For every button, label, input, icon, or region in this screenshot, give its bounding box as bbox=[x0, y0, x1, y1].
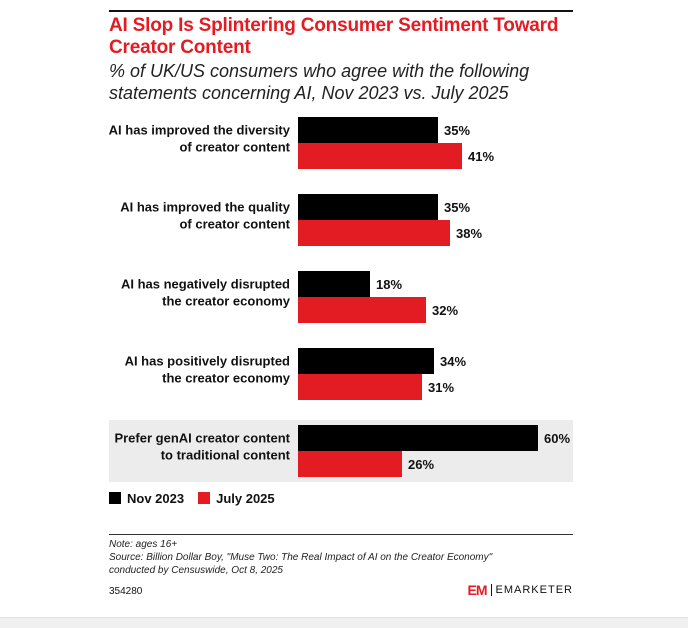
bar-nov-2023 bbox=[298, 425, 538, 451]
category-label: AI has improved the quality bbox=[120, 200, 291, 215]
data-label: 31% bbox=[428, 380, 454, 395]
bar-july-2025 bbox=[298, 220, 450, 246]
chart-title: AI Slop Is Splintering Consumer Sentimen… bbox=[109, 15, 559, 58]
data-label: 41% bbox=[468, 149, 494, 164]
chart-subtitle: % of UK/US consumers who agree with the … bbox=[109, 61, 530, 103]
source-line-1: Source: Billion Dollar Boy, "Muse Two: T… bbox=[109, 552, 493, 563]
bar-july-2025 bbox=[298, 374, 422, 400]
data-label: 32% bbox=[432, 303, 458, 318]
data-label: 34% bbox=[440, 354, 466, 369]
source-line-2: conducted by Censuswide, Oct 8, 2025 bbox=[109, 565, 283, 576]
category-label: Prefer genAI creator content bbox=[114, 431, 290, 446]
data-label: 38% bbox=[456, 226, 482, 241]
emarketer-logo: EM EMARKETER bbox=[468, 582, 573, 598]
legend-label-july-2025: July 2025 bbox=[216, 490, 275, 506]
chart-id: 354280 bbox=[109, 586, 143, 597]
top-rule bbox=[109, 10, 573, 12]
brand-separator bbox=[490, 584, 492, 596]
category-label: the creator economy bbox=[162, 294, 291, 309]
note-text: Note: ages 16+ bbox=[109, 539, 178, 550]
legend: Nov 2023 July 2025 bbox=[109, 488, 289, 508]
bar-nov-2023 bbox=[298, 194, 438, 220]
category-label: AI has negatively disrupted bbox=[121, 277, 290, 292]
bar-nov-2023 bbox=[298, 348, 434, 374]
source-note: Note: ages 16+ Source: Billion Dollar Bo… bbox=[109, 538, 573, 577]
category-label: AI has positively disrupted bbox=[125, 354, 290, 369]
brand-mark-icon: EM bbox=[467, 582, 488, 598]
bar-nov-2023 bbox=[298, 117, 438, 143]
legend-swatch-nov-2023 bbox=[109, 492, 121, 504]
legend-item-july-2025: July 2025 bbox=[198, 491, 275, 506]
bar-july-2025 bbox=[298, 143, 462, 169]
category-label: to traditional content bbox=[161, 448, 291, 463]
category-label: of creator content bbox=[179, 217, 290, 232]
legend-label-nov-2023: Nov 2023 bbox=[127, 490, 185, 506]
data-label: 35% bbox=[444, 123, 470, 138]
brand-name: EMARKETER bbox=[495, 584, 573, 596]
bar-chart: AI has improved the diversity of creator … bbox=[109, 117, 573, 482]
data-label: 35% bbox=[444, 200, 470, 215]
data-label: 26% bbox=[408, 457, 434, 472]
category-label: the creator economy bbox=[162, 371, 291, 386]
chart-card: AI Slop Is Splintering Consumer Sentimen… bbox=[109, 10, 573, 598]
page-bottom-bar bbox=[0, 617, 688, 628]
bar-nov-2023 bbox=[298, 271, 370, 297]
legend-swatch-july-2025 bbox=[198, 492, 211, 504]
note-divider bbox=[109, 534, 573, 535]
category-label: of creator content bbox=[179, 140, 290, 155]
data-label: 18% bbox=[376, 277, 402, 292]
legend-item-nov-2023: Nov 2023 bbox=[109, 491, 184, 506]
category-label: AI has improved the diversity bbox=[109, 123, 291, 138]
bar-july-2025 bbox=[298, 451, 402, 477]
data-label: 60% bbox=[544, 431, 570, 446]
bar-july-2025 bbox=[298, 297, 426, 323]
